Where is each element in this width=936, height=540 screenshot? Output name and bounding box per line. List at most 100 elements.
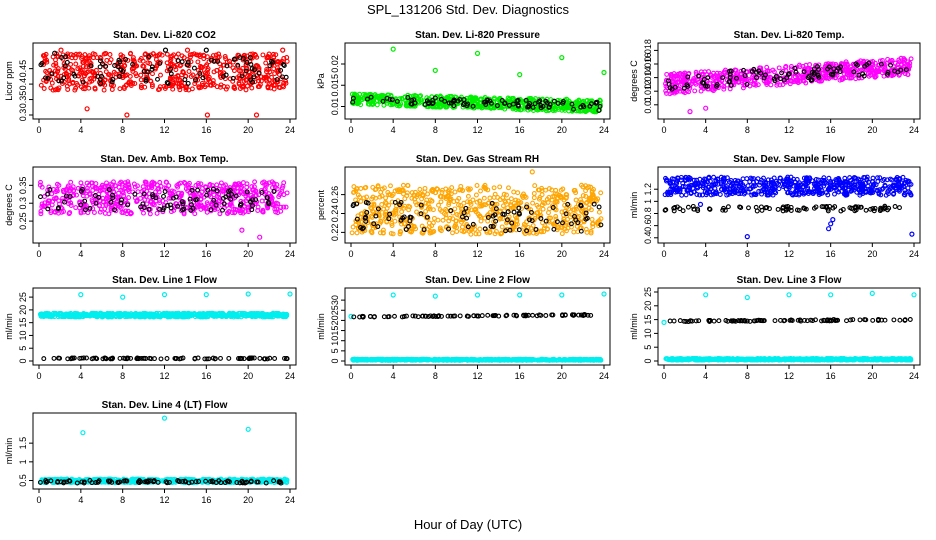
y-tick-label: 0.22 (330, 224, 340, 242)
y-tick-label: 0.26 (330, 186, 340, 204)
data-point (685, 204, 691, 210)
plot-title: Stan. Dev. Amb. Box Temp. (100, 154, 228, 165)
data-point (280, 74, 285, 80)
x-tick-label: 4 (703, 125, 708, 135)
data-point (177, 63, 183, 69)
y-tick-label: 0.018 (643, 39, 653, 62)
data-point (214, 67, 220, 73)
data-point (230, 78, 236, 84)
data-point (158, 72, 163, 78)
series-1 (349, 46, 607, 115)
data-point (506, 185, 511, 191)
data-point (120, 69, 126, 74)
data-point (897, 205, 902, 211)
x-tick-label: 8 (120, 125, 125, 135)
data-point (436, 102, 442, 108)
data-point (244, 60, 250, 65)
data-point (148, 78, 153, 84)
data-point (61, 75, 67, 81)
data-point (130, 80, 136, 86)
data-point (755, 82, 761, 88)
x-tick-label: 4 (78, 125, 83, 135)
data-point (539, 192, 545, 198)
data-point (130, 61, 136, 67)
data-point (905, 185, 911, 191)
data-point (596, 204, 602, 210)
data-point (107, 52, 113, 57)
data-point (284, 190, 290, 196)
data-point (91, 69, 97, 75)
y-axis-label: degrees C (4, 184, 14, 226)
plot-title: Stan. Dev. Sample Flow (733, 154, 845, 165)
data-point (138, 72, 144, 78)
data-point (167, 58, 173, 64)
data-point (223, 86, 229, 92)
data-point (86, 85, 92, 91)
data-point (198, 65, 204, 71)
data-point (157, 179, 163, 185)
data-point (417, 186, 423, 192)
data-point (400, 182, 406, 188)
x-tick-label: 4 (703, 249, 708, 259)
data-point (875, 179, 881, 184)
data-point (240, 56, 246, 61)
x-tick-label: 12 (472, 125, 482, 135)
x-tick-label: 4 (78, 371, 83, 381)
y-tick-label: 20 (18, 305, 28, 315)
x-tick-label: 12 (159, 249, 169, 259)
x-tick-label: 12 (159, 371, 169, 381)
x-tick-label: 8 (120, 371, 125, 381)
data-point (283, 80, 289, 86)
data-point (502, 106, 508, 112)
data-point (680, 208, 686, 214)
data-point (274, 77, 280, 83)
outlier-point (830, 217, 836, 223)
outlier-point (687, 108, 693, 115)
data-point (79, 55, 85, 61)
chart-panel-3: Stan. Dev. Li-820 Temp.0 4 8 12 16 20 240.010.… (629, 30, 921, 135)
data-point (252, 79, 258, 85)
data-point (237, 86, 243, 91)
data-point (40, 53, 46, 59)
x-tick-label: 8 (745, 125, 750, 135)
data-point (73, 205, 79, 211)
data-point (478, 218, 484, 224)
data-point (110, 77, 116, 82)
data-point (121, 86, 127, 91)
data-point (99, 61, 105, 67)
data-point (218, 82, 224, 88)
data-point (252, 179, 258, 185)
data-point (505, 95, 511, 101)
data-point (383, 195, 389, 201)
y-axis-label: degrees C (629, 60, 639, 102)
data-point (243, 77, 249, 83)
data-point (38, 82, 44, 88)
data-point (248, 77, 254, 83)
data-point (138, 85, 144, 91)
data-point (531, 191, 537, 196)
x-tick-label: 20 (867, 125, 877, 135)
data-point (190, 72, 196, 78)
data-point (81, 59, 86, 65)
data-point (102, 50, 108, 56)
data-point (72, 55, 78, 61)
y-tick-label: 1.2 (643, 183, 653, 196)
data-point (252, 52, 258, 57)
data-point (598, 190, 604, 196)
data-point (481, 195, 487, 201)
data-point (44, 70, 50, 76)
data-point (87, 76, 93, 82)
data-point (452, 189, 458, 195)
data-point (499, 224, 505, 230)
y-axis-label: ml/min (4, 313, 14, 340)
data-point (465, 193, 471, 199)
data-point (263, 76, 269, 82)
data-point (64, 83, 70, 89)
x-tick-label: 0 (36, 125, 41, 135)
x-tick-label: 0 (36, 249, 41, 259)
outlier-point (239, 227, 245, 233)
data-point (109, 87, 115, 92)
data-point (396, 103, 402, 109)
data-point (132, 81, 138, 86)
